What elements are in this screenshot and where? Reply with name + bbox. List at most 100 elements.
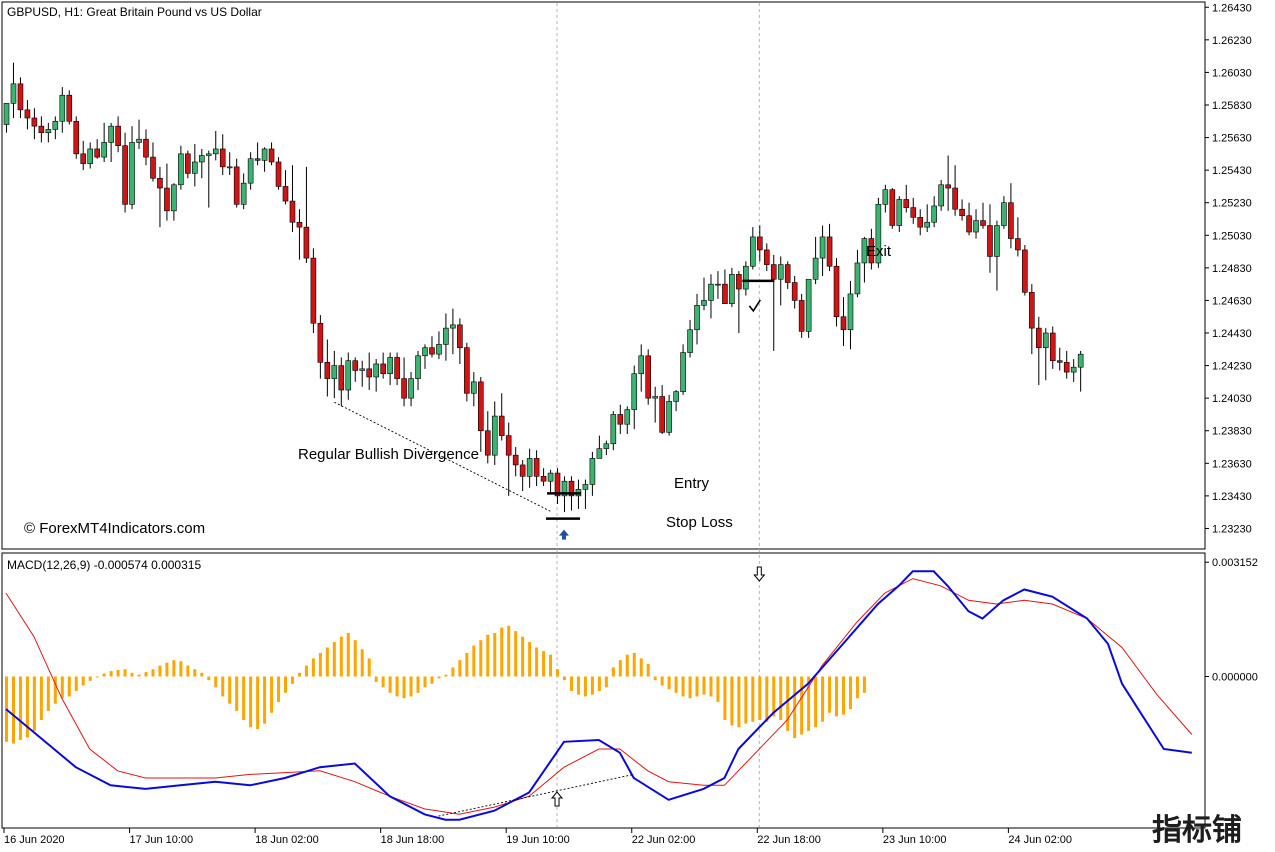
bearish-candle [233, 166, 240, 205]
histogram-bar [381, 676, 385, 688]
price-tick-label: 1.25630 [1212, 133, 1252, 145]
time-tick-label: 16 Jun 2020 [4, 834, 65, 846]
bullish-candle [561, 480, 568, 497]
bearish-candle [1056, 360, 1063, 363]
bearish-candle [303, 226, 310, 259]
histogram-bar [702, 676, 706, 695]
histogram-bar [81, 676, 85, 686]
histogram-bar [597, 676, 601, 691]
bearish-candle [966, 215, 972, 233]
bullish-candle [1077, 353, 1084, 368]
bullish-candle [624, 409, 631, 425]
histogram-bar [263, 676, 267, 724]
macd-tick-label: 0.003152 [1212, 557, 1258, 569]
bullish-candle [896, 199, 903, 226]
histogram-bar [744, 676, 748, 724]
bullish-candle [261, 148, 268, 161]
histogram-bar [737, 676, 741, 728]
time-tick-label: 19 Jun 10:00 [506, 834, 570, 846]
bullish-candle [108, 125, 114, 143]
histogram-bar [214, 676, 218, 688]
bearish-candle [401, 378, 407, 399]
price-tick-label: 1.25430 [1212, 165, 1252, 177]
bullish-candle [373, 363, 379, 378]
bearish-candle [1036, 327, 1042, 348]
bullish-candle [359, 368, 366, 371]
bearish-candle [498, 415, 505, 436]
bearish-candle [164, 187, 170, 212]
bearish-candle [1015, 238, 1021, 251]
price-chart-title: GBPUSD, H1: Great Britain Pound vs US Do… [7, 5, 262, 19]
bearish-candle [310, 257, 317, 324]
histogram-bar [416, 676, 420, 693]
down-arrow-icon [753, 566, 766, 582]
bearish-candle [94, 148, 100, 158]
check-mark-icon [748, 299, 761, 313]
bullish-candle [1001, 202, 1007, 226]
histogram-bar [290, 676, 294, 684]
price-divergence-line [334, 401, 551, 512]
bullish-candle [610, 414, 617, 445]
price-tick-label: 1.25030 [1212, 230, 1252, 242]
histogram-bar [242, 676, 246, 721]
bearish-candle [484, 430, 491, 456]
histogram-bar [716, 676, 720, 702]
bearish-candle [533, 458, 540, 477]
histogram-bar [430, 676, 434, 684]
histogram-bar [409, 676, 413, 697]
watermark-text: 指标铺 [1152, 813, 1242, 848]
bullish-candle [938, 184, 944, 207]
bullish-candle [582, 484, 589, 490]
bearish-candle [380, 363, 386, 375]
histogram-bar [221, 676, 225, 697]
bullish-candle [415, 355, 421, 379]
bearish-candle [505, 435, 512, 456]
bullish-candle [854, 262, 861, 295]
bearish-candle [80, 153, 87, 164]
bullish-candle [331, 365, 338, 379]
price-tick-label: 1.24230 [1212, 361, 1252, 373]
histogram-bar [828, 676, 832, 713]
bearish-candle [282, 186, 289, 202]
histogram-bar [339, 636, 343, 677]
histogram-bar [583, 676, 587, 697]
histogram-bar [667, 676, 671, 690]
bullish-candle [10, 83, 17, 104]
macd-lines [5, 566, 1193, 821]
bullish-candle [777, 264, 784, 280]
bearish-candle [840, 316, 847, 331]
macd-chart-title: MACD(12,26,9) -0.000574 0.000315 [7, 558, 201, 572]
price-tick-label: 1.26030 [1212, 67, 1252, 79]
bearish-candle [352, 360, 359, 371]
histogram-bar [779, 676, 783, 721]
bearish-candle [959, 208, 965, 217]
exit-label: Exit [866, 243, 892, 260]
bullish-candle [178, 153, 184, 186]
bearish-candle [659, 396, 665, 433]
bearish-candle [770, 264, 777, 280]
histogram-bar [611, 667, 615, 677]
bearish-candle [540, 476, 547, 482]
histogram-bar [207, 676, 211, 681]
bearish-candle [868, 238, 875, 264]
bullish-candle [443, 327, 449, 345]
histogram-bar [646, 663, 650, 677]
bearish-candle [66, 94, 73, 122]
histogram-bar [842, 676, 845, 715]
histogram-bar [130, 672, 134, 677]
bullish-candle [199, 155, 205, 163]
histogram-bar [800, 676, 804, 735]
bullish-candle [212, 148, 219, 155]
bullish-candle [491, 415, 498, 456]
bearish-candle [115, 125, 121, 147]
bearish-candle [317, 322, 324, 363]
histogram-bar [479, 640, 483, 677]
histogram-bar [514, 631, 518, 677]
bearish-candle [784, 264, 791, 283]
bearish-candle [1008, 202, 1014, 239]
histogram-bar [528, 642, 532, 677]
bearish-candle [645, 355, 652, 399]
macd-panel [1, 552, 1206, 829]
histogram-bar [563, 676, 566, 681]
